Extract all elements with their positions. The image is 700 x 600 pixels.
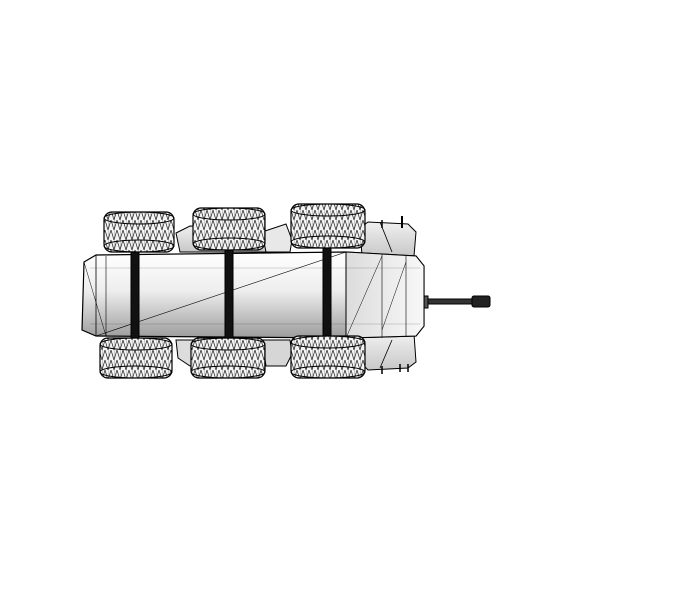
wheel-top-middle	[192, 207, 266, 251]
chassis-body	[81, 251, 425, 339]
tow-bar	[417, 295, 491, 309]
wheel-bottom-front	[290, 335, 366, 379]
wheel-top-rear	[103, 211, 175, 253]
wheel-top-front	[290, 203, 366, 249]
wheel-bottom-middle	[190, 337, 266, 379]
wheel-bottom-rear	[99, 337, 173, 379]
